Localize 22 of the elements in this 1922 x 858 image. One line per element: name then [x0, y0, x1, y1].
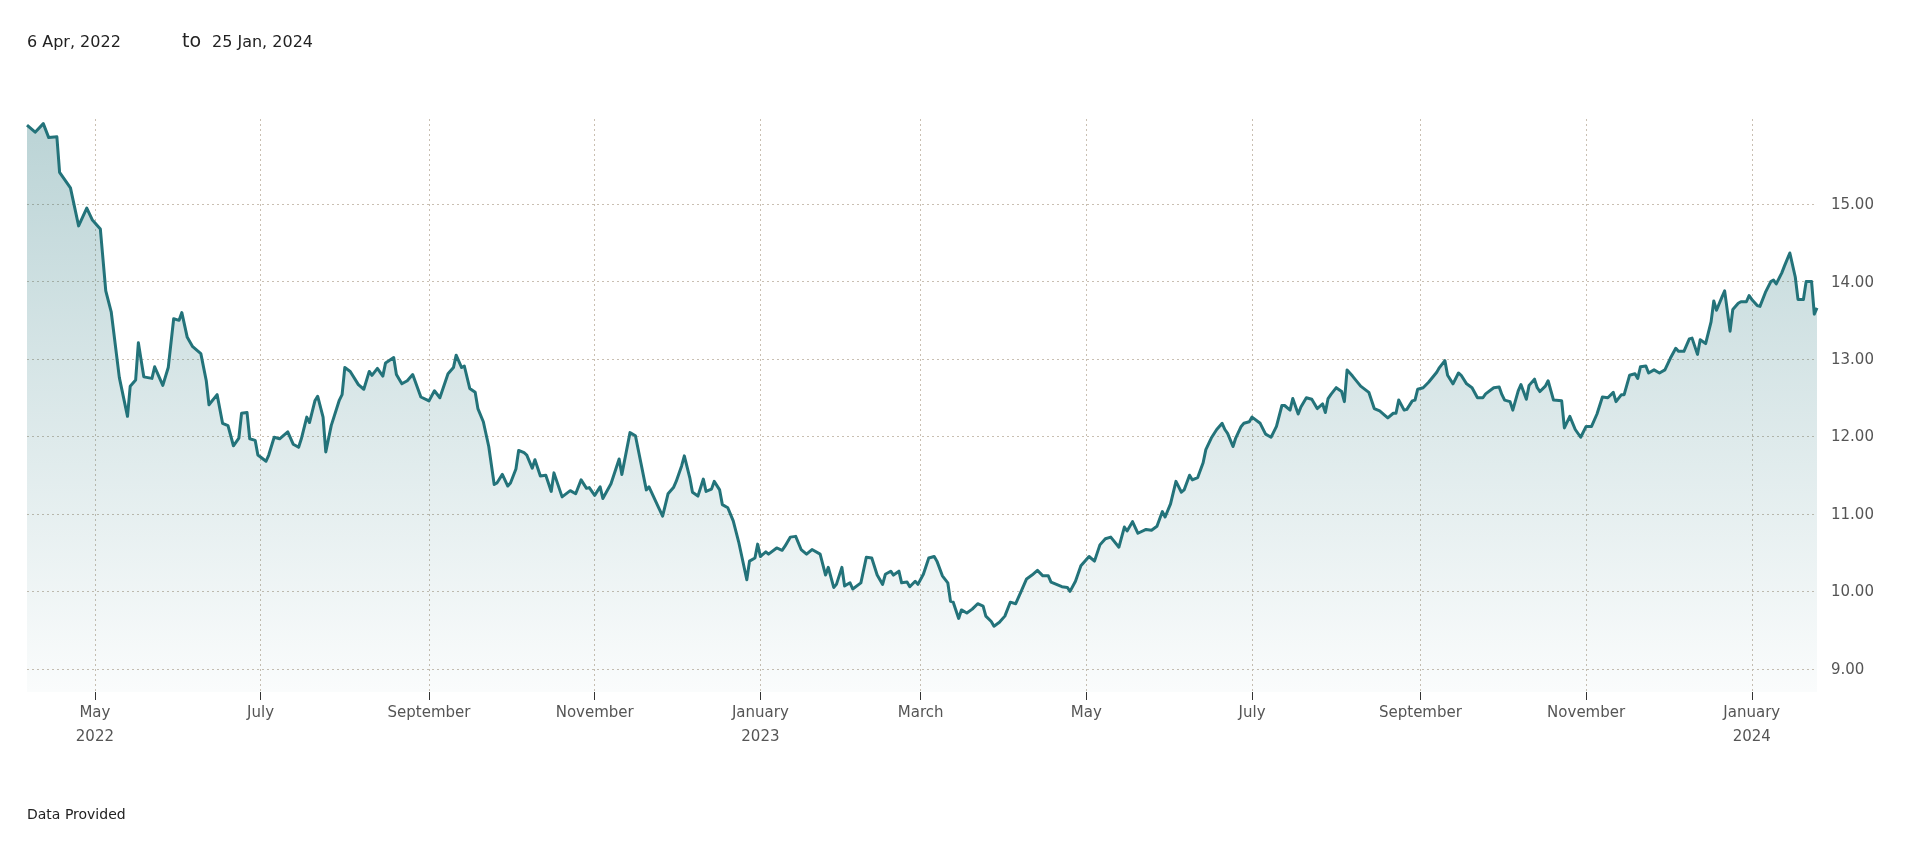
y-tick-label: 10.00	[1831, 582, 1874, 601]
y-tick-label: 14.00	[1831, 272, 1874, 291]
x-tick-label: November	[555, 703, 635, 721]
x-tick-label: July	[246, 703, 275, 721]
x-tick-label: November	[1547, 703, 1626, 721]
y-tick-label: 13.00	[1831, 350, 1874, 369]
x-tick-label: September	[387, 703, 472, 721]
x-tick-label: May	[1070, 703, 1102, 721]
y-tick-label: 9.00	[1831, 659, 1865, 678]
x-tick-label: May 2022	[75, 703, 114, 745]
y-tick-label: 11.00	[1831, 504, 1874, 523]
text: 6 Apr, 2022	[27, 32, 121, 51]
x-tick-label: January 2024	[1722, 703, 1781, 745]
x-tick-label: March	[897, 703, 944, 721]
x-tick-label: September	[1378, 703, 1463, 721]
text: Data Provided	[27, 806, 126, 822]
y-tick-label: 15.00	[1831, 195, 1874, 214]
text: to	[182, 29, 202, 51]
x-tick-label: July	[1237, 703, 1266, 721]
y-tick-label: 12.00	[1831, 427, 1874, 446]
x-tick-label: January 2023	[730, 703, 789, 745]
text: 25 Jan, 2024	[212, 32, 313, 51]
